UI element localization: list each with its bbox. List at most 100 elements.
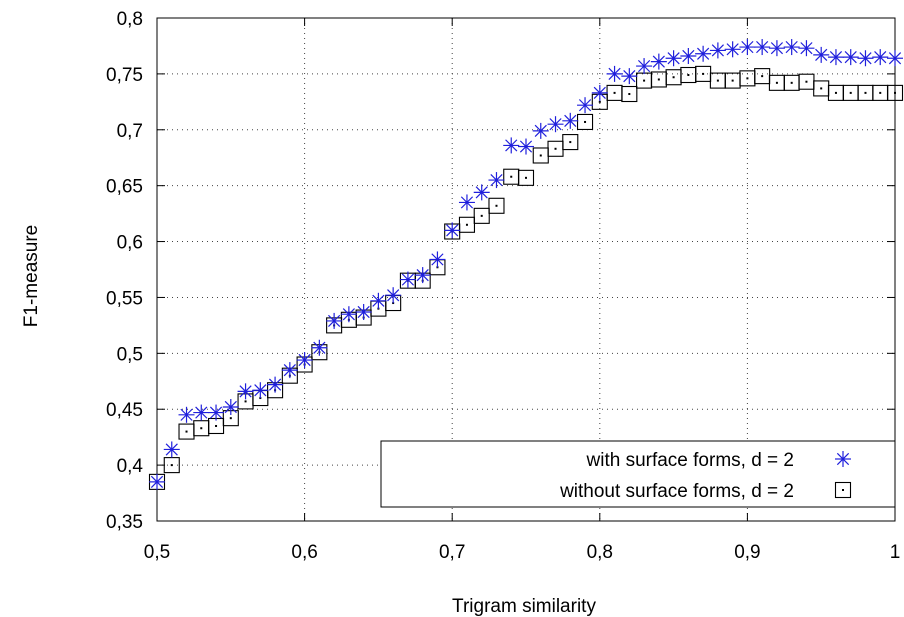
data-point (813, 46, 830, 63)
plot-frame (156, 17, 896, 522)
data-point (576, 113, 594, 131)
data-point (768, 74, 785, 91)
data-point (842, 49, 859, 66)
x-tick-label: 0,8 (587, 542, 613, 563)
y-axis-label: F1-measure (21, 225, 42, 327)
y-tick-label: 0,45 (106, 400, 143, 421)
data-point (857, 84, 874, 101)
data-point (385, 287, 402, 304)
data-point (754, 39, 771, 56)
legend-box (380, 440, 896, 508)
x-tick-label: 1 (890, 542, 901, 563)
data-point (414, 267, 431, 284)
series-layer (148, 39, 904, 490)
y-tick-label: 0,75 (106, 65, 143, 86)
data-point (517, 169, 535, 186)
data-point (798, 73, 815, 90)
data-point (444, 222, 461, 239)
data-point (887, 50, 903, 67)
y-tick-label: 0,8 (117, 9, 143, 30)
data-point (163, 441, 180, 458)
data-point (340, 306, 357, 323)
y-tick-label: 0,7 (117, 121, 143, 142)
data-point (886, 84, 904, 101)
data-point (665, 50, 682, 67)
data-point (178, 406, 195, 423)
data-point (370, 292, 387, 309)
data-point (665, 69, 682, 86)
series-1 (149, 39, 903, 490)
data-point (636, 72, 653, 89)
y-tick-label: 0,35 (106, 512, 143, 533)
data-point (473, 184, 490, 201)
data-point (562, 134, 579, 151)
legend-entry-label: without surface forms, d = 2 (559, 481, 794, 502)
data-point (163, 457, 180, 474)
legend-marker (834, 481, 852, 499)
data-point (429, 251, 446, 268)
data-point (207, 417, 225, 435)
y-tick-label: 0,6 (117, 233, 143, 254)
data-point (680, 66, 697, 84)
data-point (827, 49, 844, 66)
y-tick-label: 0,4 (117, 456, 144, 477)
legend-marker (835, 451, 851, 467)
data-point (709, 72, 726, 89)
data-point (355, 303, 372, 320)
data-point (650, 71, 667, 88)
x-tick-label: 0,9 (734, 542, 760, 563)
data-point (636, 58, 653, 75)
data-point (621, 68, 638, 85)
data-point (208, 404, 225, 421)
data-point (680, 48, 697, 65)
data-point (562, 112, 579, 129)
data-point (842, 84, 859, 101)
data-point (399, 271, 416, 288)
data-point (650, 53, 667, 70)
data-point (768, 40, 785, 57)
data-point (547, 140, 564, 157)
y-tick-label: 0,5 (117, 344, 143, 365)
data-point (518, 138, 534, 155)
x-axis-label: Trigram similarity (452, 596, 596, 617)
data-point (739, 39, 756, 56)
data-point (813, 80, 830, 97)
data-point (577, 97, 594, 114)
data-point (532, 147, 549, 164)
data-point (872, 49, 889, 66)
axis-ticks: 0,5 0,6 0,7 0,8 0,9 1 0,35 0,4 0,45 0,5 0,55 0,6 0,6… (106, 9, 900, 563)
data-point (222, 398, 239, 415)
data-point (695, 45, 712, 62)
data-point (488, 197, 505, 214)
data-point (872, 84, 889, 101)
data-point (237, 383, 254, 400)
legend: with surface forms, d = 2 without surface… (380, 440, 896, 508)
data-point (149, 473, 165, 490)
data-point (458, 216, 476, 233)
data-point (488, 172, 505, 189)
data-point (252, 382, 269, 399)
data-point (857, 50, 874, 67)
data-point (178, 423, 195, 440)
data-point (783, 74, 800, 91)
y-tick-label: 0,65 (106, 177, 143, 198)
data-point (532, 122, 549, 139)
x-tick-label: 0,5 (144, 542, 170, 563)
data-point (591, 84, 608, 101)
legend-entry-label: with surface forms, d = 2 (586, 450, 795, 471)
data-point (503, 137, 520, 154)
data-point (473, 207, 490, 224)
x-tick-label: 0,6 (291, 542, 317, 563)
data-point (296, 352, 313, 369)
data-point (281, 362, 298, 379)
data-point (311, 339, 328, 356)
data-point (724, 41, 741, 58)
data-point (193, 404, 210, 421)
data-point (827, 84, 845, 101)
data-point (621, 85, 638, 103)
data-point (267, 376, 284, 393)
data-point (783, 39, 800, 56)
data-point (754, 68, 771, 85)
data-point (606, 65, 623, 82)
